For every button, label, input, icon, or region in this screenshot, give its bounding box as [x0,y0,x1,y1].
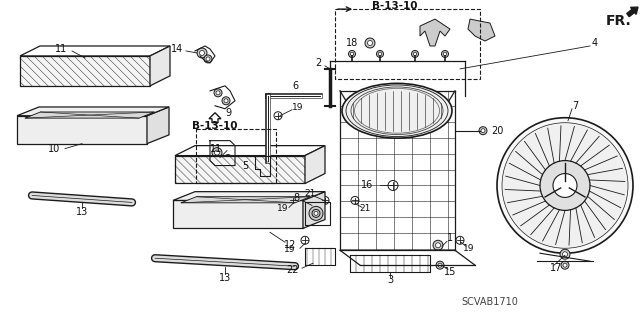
Circle shape [497,118,633,253]
Polygon shape [181,197,310,203]
Polygon shape [305,146,325,183]
Text: 2: 2 [316,58,322,68]
Circle shape [412,50,419,57]
Circle shape [502,123,628,248]
Circle shape [224,99,228,103]
Circle shape [351,197,359,204]
Text: 14: 14 [171,44,183,54]
Text: 6: 6 [292,81,298,91]
Circle shape [436,261,444,269]
Circle shape [442,50,449,57]
Circle shape [435,243,440,248]
Circle shape [563,263,567,267]
Text: 8: 8 [293,193,299,204]
Text: 19: 19 [463,244,475,253]
Circle shape [560,249,570,259]
Circle shape [438,263,442,267]
Text: B-13-10: B-13-10 [192,121,237,131]
Text: 12: 12 [284,240,296,250]
Text: 17: 17 [550,263,562,273]
Circle shape [301,236,309,244]
Text: 9: 9 [225,108,231,118]
Circle shape [216,91,220,95]
Text: 13: 13 [219,273,231,283]
Circle shape [321,197,329,204]
Circle shape [540,160,590,211]
Circle shape [309,206,323,220]
Circle shape [563,252,568,257]
Polygon shape [468,19,495,41]
Text: FR.: FR. [606,14,632,28]
Bar [335,9,480,79]
Text: 15: 15 [444,267,456,277]
Circle shape [433,240,443,250]
Circle shape [214,89,222,97]
Circle shape [456,236,464,244]
Polygon shape [150,46,170,86]
Text: 19: 19 [292,103,304,112]
Circle shape [561,261,569,269]
Circle shape [222,97,230,105]
Circle shape [479,127,487,135]
Circle shape [350,52,354,56]
Circle shape [477,26,483,32]
Text: 18: 18 [346,38,358,48]
Polygon shape [173,192,325,200]
Text: 11: 11 [55,44,67,54]
Circle shape [553,174,577,197]
Circle shape [388,181,398,190]
Circle shape [349,50,355,57]
Text: 19: 19 [284,245,295,254]
Polygon shape [173,200,303,228]
Polygon shape [17,116,147,144]
Text: 7: 7 [572,101,578,111]
Circle shape [376,50,383,57]
Text: 16: 16 [361,181,373,190]
Circle shape [314,211,318,215]
FancyArrow shape [627,7,638,17]
Text: 11: 11 [210,144,222,154]
Text: 21: 21 [304,189,316,198]
Polygon shape [420,19,450,46]
Polygon shape [303,192,325,228]
Text: 4: 4 [592,38,598,48]
Circle shape [200,50,205,56]
Circle shape [444,52,447,56]
Polygon shape [25,112,154,118]
Circle shape [289,197,297,204]
Bar [196,129,276,183]
Text: 20: 20 [491,126,503,136]
Polygon shape [147,107,169,144]
Circle shape [378,52,381,56]
Text: 3: 3 [387,275,393,285]
Circle shape [224,155,232,163]
Circle shape [413,52,417,56]
Circle shape [481,129,485,133]
Polygon shape [20,56,150,86]
Circle shape [212,148,222,158]
Text: 19: 19 [277,204,289,213]
Circle shape [214,150,220,155]
Circle shape [312,209,320,217]
Text: 10: 10 [48,144,60,154]
Text: 13: 13 [76,207,88,217]
Circle shape [226,157,230,160]
Text: 5: 5 [242,160,248,171]
Circle shape [274,112,282,120]
Text: B-13-10: B-13-10 [372,1,418,11]
Text: SCVAB1710: SCVAB1710 [461,297,518,307]
Polygon shape [17,107,169,116]
Text: 1: 1 [447,233,453,243]
Circle shape [367,41,372,46]
Text: 22: 22 [287,265,299,275]
Text: 21: 21 [359,204,371,213]
Ellipse shape [342,83,452,138]
Circle shape [365,38,375,48]
Polygon shape [175,156,305,183]
Circle shape [197,48,207,58]
Circle shape [204,55,212,63]
Circle shape [312,210,319,217]
Circle shape [479,27,481,31]
Circle shape [206,57,210,61]
